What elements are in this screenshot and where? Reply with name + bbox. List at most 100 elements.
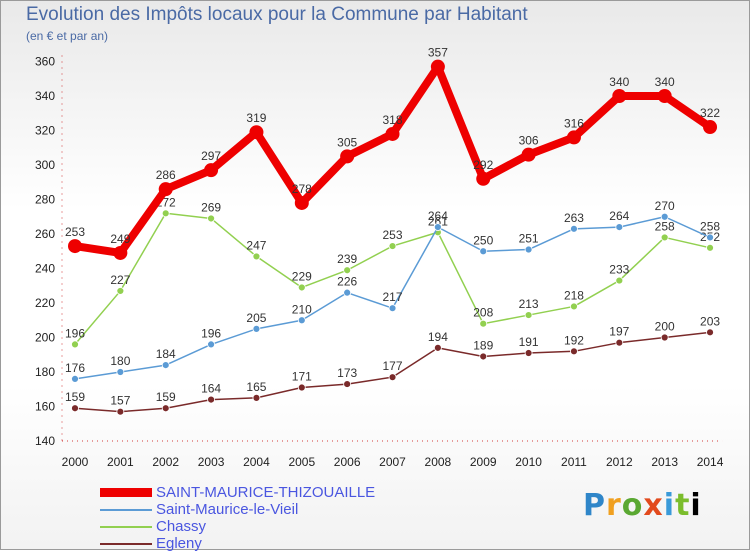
data-label: 305 bbox=[337, 135, 357, 149]
data-point bbox=[161, 209, 170, 218]
data-label: 250 bbox=[473, 233, 493, 247]
data-label: 292 bbox=[473, 158, 493, 172]
data-label: 176 bbox=[65, 361, 85, 375]
y-tick-label: 180 bbox=[35, 365, 55, 379]
data-point bbox=[252, 252, 261, 261]
data-point bbox=[252, 393, 261, 402]
legend-label: Chassy bbox=[156, 518, 207, 535]
data-label: 173 bbox=[337, 366, 357, 380]
y-tick-label: 340 bbox=[35, 89, 55, 103]
data-label: 319 bbox=[246, 111, 266, 125]
data-label: 270 bbox=[655, 199, 675, 213]
data-label: 205 bbox=[246, 311, 266, 325]
data-point bbox=[660, 333, 669, 342]
data-label: 258 bbox=[700, 219, 720, 233]
data-point bbox=[71, 374, 79, 383]
data-label: 322 bbox=[700, 106, 720, 120]
data-point bbox=[113, 245, 128, 260]
data-point bbox=[116, 407, 125, 416]
data-label: 253 bbox=[383, 228, 403, 242]
data-point bbox=[570, 347, 578, 356]
data-label: 218 bbox=[564, 288, 584, 302]
data-point bbox=[524, 349, 533, 357]
data-point bbox=[204, 163, 219, 178]
data-point bbox=[207, 340, 215, 349]
data-point bbox=[433, 343, 442, 352]
data-label: 213 bbox=[519, 297, 539, 311]
data-point bbox=[343, 288, 352, 297]
data-point bbox=[249, 125, 264, 140]
data-point bbox=[660, 233, 669, 242]
data-point bbox=[479, 319, 488, 328]
data-label: 192 bbox=[564, 333, 584, 347]
data-label: 269 bbox=[201, 200, 221, 214]
x-tick-label: 2005 bbox=[288, 455, 315, 469]
data-point bbox=[524, 245, 533, 254]
data-point bbox=[706, 233, 714, 242]
data-point bbox=[521, 147, 536, 162]
data-label: 316 bbox=[564, 116, 584, 130]
proxiti-logo: Proxiti bbox=[583, 488, 702, 523]
data-point bbox=[207, 214, 215, 223]
data-label: 194 bbox=[428, 330, 448, 344]
data-label: 226 bbox=[337, 275, 357, 289]
data-label: 177 bbox=[383, 359, 403, 373]
data-point bbox=[385, 126, 400, 141]
data-label: 200 bbox=[655, 320, 675, 334]
data-label: 157 bbox=[110, 394, 130, 408]
data-label: 196 bbox=[65, 326, 85, 340]
data-label: 208 bbox=[473, 306, 493, 320]
y-tick-label: 360 bbox=[35, 55, 55, 69]
data-point bbox=[297, 316, 306, 325]
data-point bbox=[340, 149, 355, 164]
data-label: 227 bbox=[110, 273, 130, 287]
legend-swatch bbox=[100, 526, 152, 528]
x-tick-label: 2011 bbox=[561, 455, 587, 469]
data-point bbox=[388, 304, 397, 313]
data-label: 251 bbox=[519, 232, 539, 246]
data-label: 249 bbox=[110, 232, 130, 246]
data-point bbox=[158, 182, 173, 197]
data-label: 340 bbox=[609, 75, 629, 89]
data-point bbox=[615, 223, 624, 232]
data-point bbox=[479, 352, 488, 361]
data-point bbox=[71, 340, 79, 349]
data-point bbox=[703, 120, 718, 135]
data-label: 297 bbox=[201, 149, 221, 163]
data-point bbox=[116, 368, 125, 376]
x-tick-label: 2012 bbox=[606, 455, 633, 469]
x-tick-label: 2006 bbox=[334, 455, 361, 469]
data-label: 197 bbox=[609, 325, 629, 339]
x-tick-label: 2009 bbox=[470, 455, 497, 469]
data-label: 180 bbox=[110, 354, 130, 368]
data-point bbox=[116, 287, 125, 295]
data-point bbox=[660, 212, 669, 221]
data-point bbox=[388, 373, 397, 382]
data-point bbox=[207, 395, 215, 404]
data-point bbox=[433, 223, 442, 232]
data-point bbox=[297, 383, 306, 392]
data-label: 239 bbox=[337, 252, 357, 266]
x-tick-label: 2010 bbox=[515, 455, 542, 469]
data-point bbox=[706, 243, 714, 252]
data-point bbox=[252, 324, 261, 333]
data-label: 189 bbox=[473, 338, 493, 352]
data-point bbox=[388, 242, 397, 250]
x-tick-label: 2003 bbox=[198, 455, 225, 469]
y-tick-label: 300 bbox=[35, 158, 55, 172]
y-tick-label: 240 bbox=[35, 262, 55, 276]
x-tick-label: 2000 bbox=[62, 455, 89, 469]
data-label: 196 bbox=[201, 326, 221, 340]
data-point bbox=[68, 239, 82, 254]
data-label: 229 bbox=[292, 269, 312, 283]
data-point bbox=[430, 59, 445, 74]
x-tick-label: 2008 bbox=[425, 455, 452, 469]
y-tick-label: 140 bbox=[35, 434, 55, 448]
y-tick-label: 320 bbox=[35, 124, 55, 138]
chart-subtitle: (en € et par an) bbox=[26, 29, 109, 43]
data-label: 217 bbox=[383, 290, 403, 304]
data-point bbox=[343, 380, 352, 388]
legend-label: Saint-Maurice-le-Vieil bbox=[156, 501, 299, 518]
data-label: 278 bbox=[292, 182, 312, 196]
data-label: 210 bbox=[292, 302, 312, 316]
